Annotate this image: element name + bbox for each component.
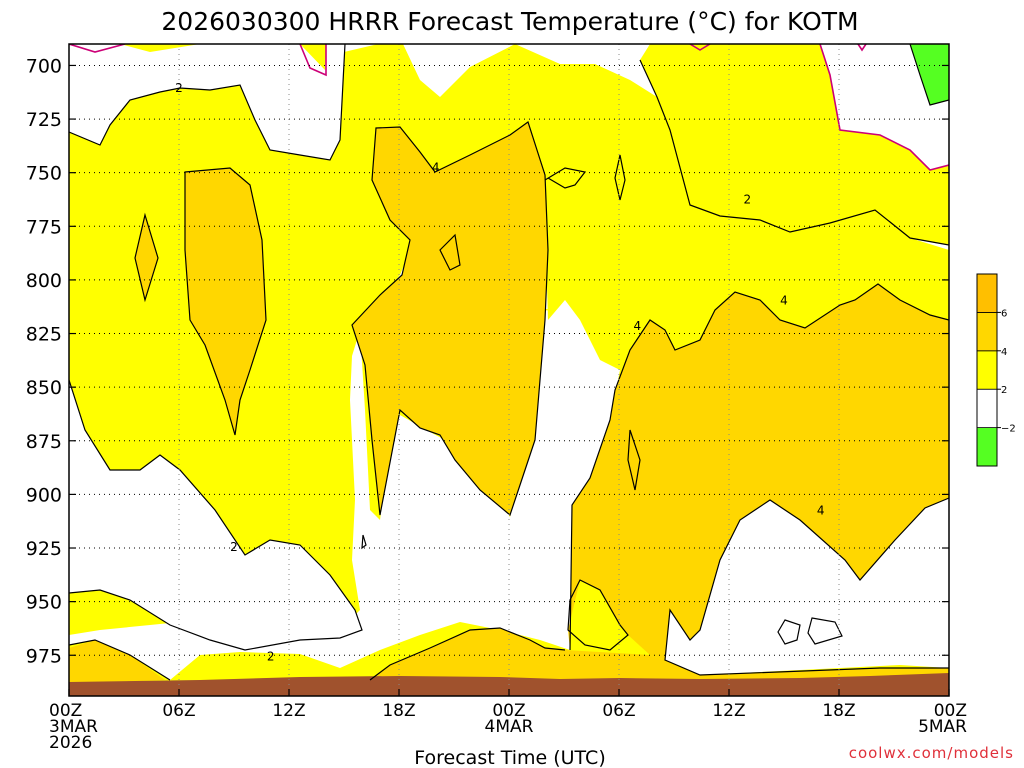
x-tick-label: 00Z: [492, 701, 525, 721]
legend-tick-label: 6: [1001, 308, 1007, 319]
x-tick-label: 18Z: [822, 701, 855, 721]
y-axis: 700 725 750 775 800 825 850 875 900 925 950 975: [26, 55, 949, 667]
legend-tick-label: 2: [1001, 385, 1007, 396]
temp-band-4-6-center: [352, 122, 548, 515]
y-tick-label: 875: [26, 431, 62, 453]
color-legend: 6 4 2 −2: [976, 273, 1016, 467]
x-axis-label: Forecast Time (UTC): [414, 747, 605, 768]
temp-band-4-6-small: [135, 215, 158, 300]
x-tick-label: 00Z: [49, 701, 82, 721]
contour-label: 2: [230, 540, 238, 554]
grid: [68, 44, 950, 696]
x-tick-label: 06Z: [602, 701, 635, 721]
y-tick-label: 800: [26, 270, 62, 292]
contour-labels: 2 4 2 4 4 4 2 2: [175, 81, 825, 663]
temp-band-4-6-left: [185, 168, 266, 435]
legend-tick-label: 4: [1001, 347, 1007, 358]
cold-pocket-small-2: [808, 618, 842, 644]
contour-label: 2: [744, 193, 752, 207]
subzero-contour: [909, 44, 949, 106]
legend-swatch: [976, 350, 998, 390]
chart-title: 2026030300 HRRR Forecast Temperature (°C…: [161, 7, 858, 36]
legend-swatch: [976, 427, 998, 467]
x-tick-label: 12Z: [272, 701, 305, 721]
y-tick-label: 975: [26, 645, 62, 667]
cold-pocket-upper-left: [69, 44, 345, 160]
contour-label: 4: [817, 504, 825, 518]
legend-swatch: [976, 273, 998, 313]
contour-label: 4: [432, 160, 440, 174]
y-tick-label: 950: [26, 592, 62, 614]
x-tick-label: 2026: [49, 733, 92, 753]
cold-pocket-lower: [69, 380, 362, 650]
y-tick-label: 700: [26, 55, 62, 77]
y-tick-label: 725: [26, 109, 62, 131]
legend-tick-label: −2: [1001, 424, 1016, 435]
cold-pocket-small-1: [778, 620, 800, 644]
y-tick-label: 900: [26, 484, 62, 506]
x-tick-label: 5MAR: [918, 717, 967, 737]
y-tick-label: 775: [26, 216, 62, 238]
warm-strip-upper-right: [640, 44, 949, 245]
x-tick-label: 3MAR: [49, 717, 98, 737]
legend-swatch: [976, 388, 998, 429]
legend-frame: [976, 273, 998, 467]
subzero-pocket: [910, 44, 949, 105]
x-tick-label: 06Z: [162, 701, 195, 721]
cold-strip-upper-right: [820, 44, 949, 170]
contour-lines: [69, 44, 949, 681]
credit-text[interactable]: coolwx.com/models: [849, 744, 1014, 762]
contour-label: 4: [634, 319, 642, 333]
contour-label: 2: [175, 81, 183, 95]
temp-band-4-6-bottom-center: [370, 628, 949, 685]
y-tick-label: 825: [26, 324, 62, 346]
freezing-line: [69, 44, 949, 171]
x-tick-label: 12Z: [712, 701, 745, 721]
y-tick-label: 925: [26, 538, 62, 560]
legend-swatch: [976, 311, 998, 352]
y-tick-label: 850: [26, 377, 62, 399]
contour-label: 2: [267, 649, 275, 663]
contour-label: 4: [780, 293, 788, 307]
x-tick-label: 00Z: [934, 701, 967, 721]
x-tick-label: 18Z: [382, 701, 415, 721]
y-tick-label: 750: [26, 163, 62, 185]
temp-band-4-6-right: [568, 284, 949, 660]
x-tick-label: 4MAR: [485, 717, 534, 737]
temp-band-4-6-bottom-left: [69, 640, 165, 684]
